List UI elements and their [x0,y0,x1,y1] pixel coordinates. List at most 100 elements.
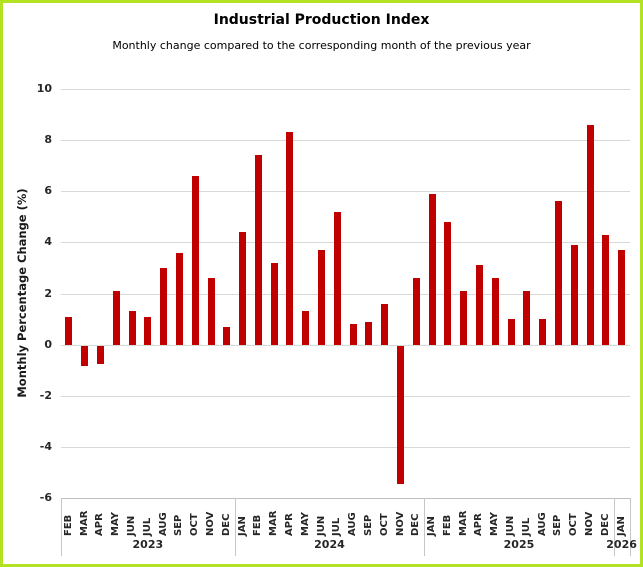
gridline [61,344,630,346]
gridline [61,498,630,499]
x-month-label: AUG [536,512,548,536]
bar [160,267,168,345]
bar [570,244,578,345]
bar [349,324,357,345]
gridline [61,89,630,90]
y-tick-label: 8 [44,133,52,147]
x-month-label: DEC [220,513,232,536]
x-month-label: DEC [599,513,611,536]
bar [381,303,389,345]
x-month-label: OCT [189,513,201,536]
year-label: 2024 [314,538,345,551]
x-month-label: JAN [615,516,627,536]
bar [397,345,405,484]
bar [96,345,104,364]
bar [191,175,199,345]
bar [286,132,294,345]
gridline [61,446,630,448]
bar [254,155,262,345]
x-month-label: APR [473,513,485,536]
x-month-label: SEP [173,514,185,536]
year-separator [234,498,236,556]
year-separator [424,498,426,556]
x-month-label: NOV [205,511,217,536]
y-tick-label: -2 [39,388,52,402]
bar [539,319,547,345]
y-tick-label: 6 [44,184,52,198]
bar [333,211,341,345]
x-month-label: NOV [584,511,596,536]
y-tick-label: 0 [44,337,52,351]
bar [412,278,420,345]
x-month-label: OCT [378,513,390,536]
year-separator [613,498,615,556]
x-month-label: SEP [362,514,374,536]
x-month-label: JUL [141,517,153,536]
bar [65,316,73,345]
x-month-label: MAR [268,510,280,536]
y-tick-label: 10 [36,82,52,95]
x-month-label: AUG [157,512,169,536]
gridline [61,395,630,397]
year-separator [61,498,62,556]
x-month-label: APR [283,513,295,536]
bar [223,326,231,345]
bar [602,234,610,345]
x-month-label: MAY [110,512,122,536]
y-tick-label: -6 [39,491,52,504]
y-tick-label: -4 [39,439,52,453]
bar [554,201,562,345]
bar [618,250,626,345]
year-label: 2023 [132,538,164,551]
bar [586,124,594,345]
bar [365,321,373,345]
bar [302,311,310,345]
bar [475,265,483,345]
gridline [61,242,630,244]
year-label: 2025 [503,538,535,551]
bar [507,319,515,345]
x-month-label: JUN [126,515,138,536]
x-month-label: MAR [457,510,469,536]
x-month-label: AUG [347,512,359,536]
year-label: 2026 [606,538,637,551]
x-month-label: JUN [505,515,517,536]
x-month-label: MAY [299,512,311,536]
x-month-label: JAN [236,516,248,536]
bar [444,221,452,345]
bar [81,345,89,367]
gridline [61,293,630,295]
x-month-label: SEP [552,514,564,536]
bar [175,252,183,345]
x-month-label: JUL [520,517,532,536]
x-month-label: OCT [568,513,580,536]
bar [523,290,531,345]
x-month-label: MAR [78,510,90,536]
bar [144,316,152,345]
x-month-label: FEB [441,514,453,536]
bar [460,290,468,345]
bar [128,311,136,345]
year-separator [629,498,631,556]
x-month-label: FEB [252,514,264,536]
y-tick-label: 2 [44,286,52,300]
gridline [61,191,630,193]
bar [112,290,120,345]
bar [270,262,278,345]
x-month-label: MAY [489,512,501,536]
x-month-label: APR [94,513,106,536]
bar [239,232,247,345]
bar [428,193,436,345]
chart-subtitle: Monthly change compared to the correspon… [112,39,531,52]
bar [207,278,215,345]
x-month-label: NOV [394,511,406,536]
x-month-label: FEB [62,514,74,536]
gridline [61,140,630,142]
x-month-label: JAN [426,516,438,536]
bar [318,250,326,345]
y-tick-label: 4 [44,235,52,249]
chart-title: Industrial Production Index [213,12,430,28]
bar [491,278,499,345]
x-month-label: JUL [331,517,343,536]
